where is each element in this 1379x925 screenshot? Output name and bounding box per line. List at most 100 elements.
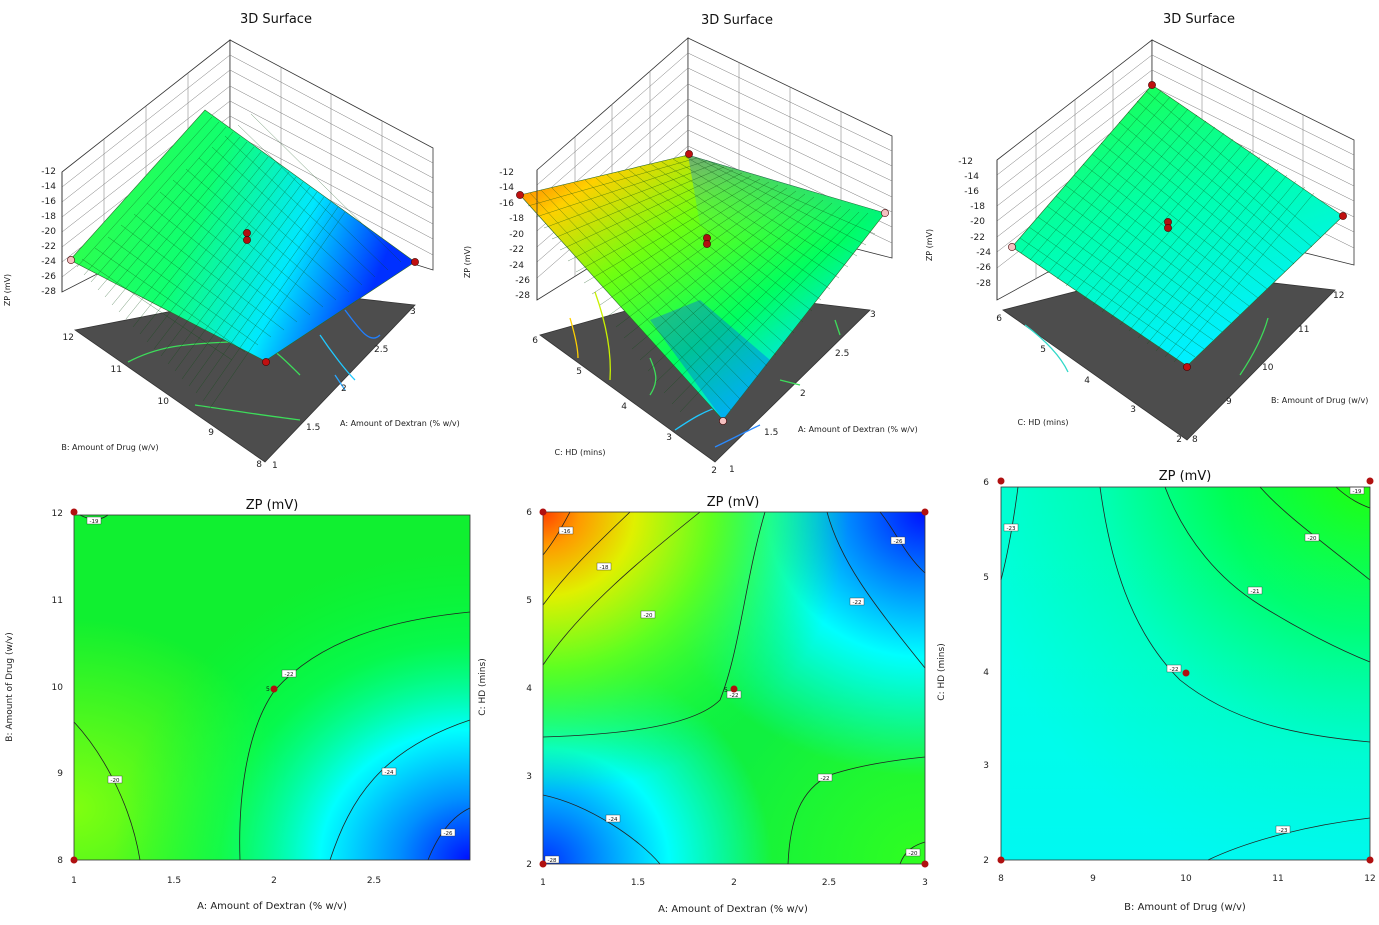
chart-title: ZP (mV): [246, 498, 299, 513]
z-axis-label: ZP (mV): [3, 274, 12, 306]
y-tick: 4: [621, 402, 627, 412]
y-axis-label: B: Amount of Drug (w/v): [61, 443, 158, 452]
design-points: [997, 477, 1374, 864]
x-tick: 10: [1180, 874, 1192, 884]
design-point: [997, 856, 1005, 864]
design-point: [270, 685, 278, 693]
y-axis-label: C: HD (mins): [1017, 418, 1068, 427]
design-points: [1008, 81, 1347, 371]
chart-title: ZP (mV): [707, 495, 760, 510]
contour-label: -26: [894, 539, 903, 545]
z-tick: -20: [970, 217, 985, 227]
z-tick: -18: [509, 214, 524, 224]
surface3d-panel-3: 3D Surface -12 -14 -16 -18 -20 -22 -24 -…: [925, 12, 1368, 445]
y-tick: 6: [996, 314, 1002, 324]
design-point: [539, 508, 547, 516]
x-tick: 2.5: [374, 345, 388, 355]
response-surface-shade: [688, 155, 885, 300]
contour-labels: -19 -20 -22 -24 -26: [86, 516, 456, 837]
design-point: [703, 240, 711, 248]
y-tick: 4: [983, 668, 989, 678]
contour-lines: [1000, 486, 1371, 861]
design-point: [243, 236, 251, 244]
x-tick: 1: [729, 465, 735, 475]
x-tick: 11: [1272, 874, 1283, 884]
y-tick: 4: [526, 684, 532, 694]
x-tick: 8: [998, 874, 1004, 884]
contour-label: -24: [609, 817, 618, 823]
z-tick: -12: [499, 168, 514, 178]
design-point: [1182, 669, 1190, 677]
surface3d-panel-2: 3D Surface -12 -14 -16 -18: [463, 13, 918, 476]
y-tick: 2: [983, 856, 989, 866]
x-axis: 8 9 10 11 12 B: Amount of Drug (w/v): [998, 874, 1376, 913]
y-tick: 5: [576, 367, 582, 377]
design-point: [921, 860, 929, 868]
contour-label: -20: [909, 851, 918, 857]
plot-frame: [1000, 486, 1371, 861]
design-point: [719, 417, 727, 425]
y-axis-label: C: HD (mins): [937, 643, 947, 700]
contour-label: -21: [1251, 589, 1260, 595]
design-point: [1008, 243, 1016, 251]
z-axis-label: ZP (mV): [463, 246, 472, 278]
y-tick: 6: [532, 336, 538, 346]
response-surface-trough: [650, 300, 770, 420]
y-tick: 5: [983, 573, 989, 583]
z-axis-label: ZP (mV): [925, 229, 934, 261]
contour-label: -24: [385, 770, 394, 776]
z-tick: -26: [515, 276, 530, 286]
design-point: [70, 508, 78, 516]
y-axis-label: C: HD (mins): [554, 448, 605, 457]
y-axis: 6 5 4 3 2 C: HD (mins): [996, 314, 1182, 445]
z-tick: -14: [499, 183, 514, 193]
z-tick: -26: [41, 272, 56, 282]
chart-title: ZP (mV): [1159, 469, 1212, 484]
y-tick: 3: [666, 433, 672, 443]
x-tick: 3: [870, 310, 876, 320]
x-tick: 1.5: [764, 428, 778, 438]
x-tick: 9: [1090, 874, 1096, 884]
contour-label: -19: [90, 519, 99, 525]
y-tick: 8: [256, 460, 262, 470]
z-tick: -22: [509, 245, 524, 255]
x-tick: 1: [272, 461, 278, 471]
contour-label: -22: [730, 693, 739, 699]
contour-labels: -16 -18 -20 -22 -24 -22 -26 -28 -22 -20: [544, 526, 921, 864]
design-point: [1183, 363, 1191, 371]
contour-label: -20: [111, 778, 120, 784]
x-axis: 1 1.5 2 2.5 A: Amount of Dextran (% w/v): [71, 876, 381, 912]
z-tick: -22: [970, 233, 985, 243]
center-point-count: 5: [724, 687, 728, 694]
x-axis-label: B: Amount of Drug (w/v): [1124, 902, 1246, 913]
y-tick: 12: [52, 509, 63, 519]
x-axis: 1 1.5 2 2.5 3 A: Amount of Dextran (% w/…: [729, 310, 918, 475]
contour-label: -26: [444, 831, 453, 837]
contour-label: -22: [821, 776, 830, 782]
contour-label: -16: [562, 529, 571, 535]
y-tick: 3: [1130, 405, 1136, 415]
z-axis: -12 -14 -16 -18 -20 -22 -24 -26 -28 ZP (…: [463, 168, 538, 301]
x-axis: 8 9 10 11 12 B: Amount of Drug (w/v): [1192, 291, 1368, 445]
contour-label: -23: [1007, 526, 1016, 532]
x-axis-label: A: Amount of Dextran (% w/v): [197, 901, 347, 912]
x-tick: 2: [341, 384, 347, 394]
design-point: [70, 856, 78, 864]
z-tick: -26: [976, 263, 991, 273]
z-tick: -28: [515, 291, 530, 301]
design-point: [243, 229, 251, 237]
z-tick: -18: [970, 202, 985, 212]
y-tick: 3: [526, 772, 532, 782]
x-axis: 1 1.5 2 2.5 3 A: Amount of Dextran (% w/…: [272, 307, 460, 471]
y-tick: 3: [983, 761, 989, 771]
chart-title: 3D Surface: [240, 12, 312, 27]
y-tick: 2: [1176, 435, 1182, 445]
design-point: [516, 191, 524, 199]
z-tick: -22: [41, 242, 56, 252]
y-axis: 6 5 4 3 2 C: HD (mins): [532, 336, 717, 476]
z-tick: -18: [41, 212, 56, 222]
plot-frame: [542, 511, 926, 865]
x-axis-label: A: Amount of Dextran (% w/v): [798, 425, 918, 434]
z-tick: -16: [499, 199, 514, 209]
z-tick: -20: [509, 230, 524, 240]
